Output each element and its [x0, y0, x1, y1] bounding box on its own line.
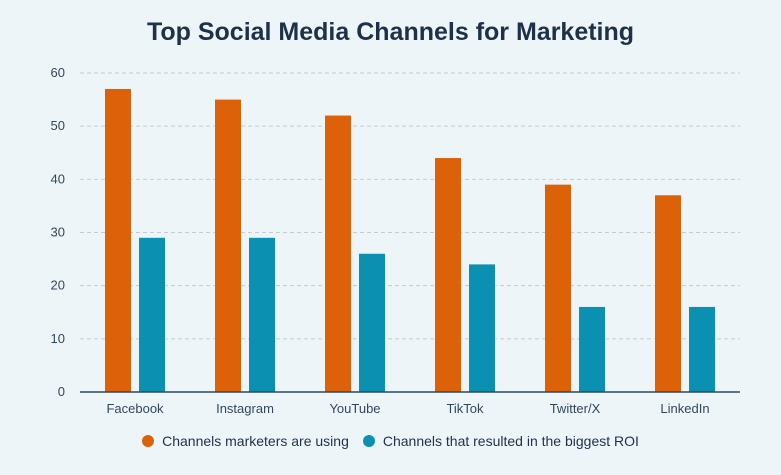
y-tick-label: 40 [51, 171, 65, 186]
bar [435, 158, 461, 392]
legend-item-roi: Channels that resulted in the biggest RO… [362, 433, 639, 449]
bar [545, 184, 571, 392]
y-tick-label: 60 [51, 65, 65, 80]
x-tick-label: TikTok [446, 401, 484, 416]
x-tick-label: YouTube [329, 401, 380, 416]
y-tick-label: 10 [51, 331, 65, 346]
x-tick-label: Facebook [106, 401, 164, 416]
x-tick-label: LinkedIn [660, 401, 709, 416]
chart-title: Top Social Media Channels for Marketing [146, 18, 635, 46]
y-tick-label: 20 [51, 278, 65, 293]
bar [579, 306, 605, 392]
bar [469, 264, 495, 392]
bar [215, 99, 241, 392]
bar [249, 237, 275, 392]
legend-label-using: Channels marketers are using [162, 433, 349, 449]
y-tick-label: 0 [58, 384, 65, 399]
legend-item-using: Channels marketers are using [142, 433, 349, 449]
bar [655, 195, 681, 392]
bar [359, 253, 385, 392]
y-tick-label: 50 [51, 118, 65, 133]
bar [139, 237, 165, 392]
bar [325, 115, 351, 393]
legend: Channels marketers are using Channels th… [0, 433, 781, 449]
legend-swatch-roi [362, 435, 375, 447]
y-tick-label: 30 [51, 225, 65, 240]
legend-label-roi: Channels that resulted in the biggest RO… [382, 433, 639, 449]
bar [689, 306, 715, 392]
legend-swatch-using [142, 435, 155, 447]
x-tick-label: Twitter/X [550, 401, 601, 416]
x-tick-label: Instagram [216, 401, 274, 416]
bar [105, 88, 131, 392]
